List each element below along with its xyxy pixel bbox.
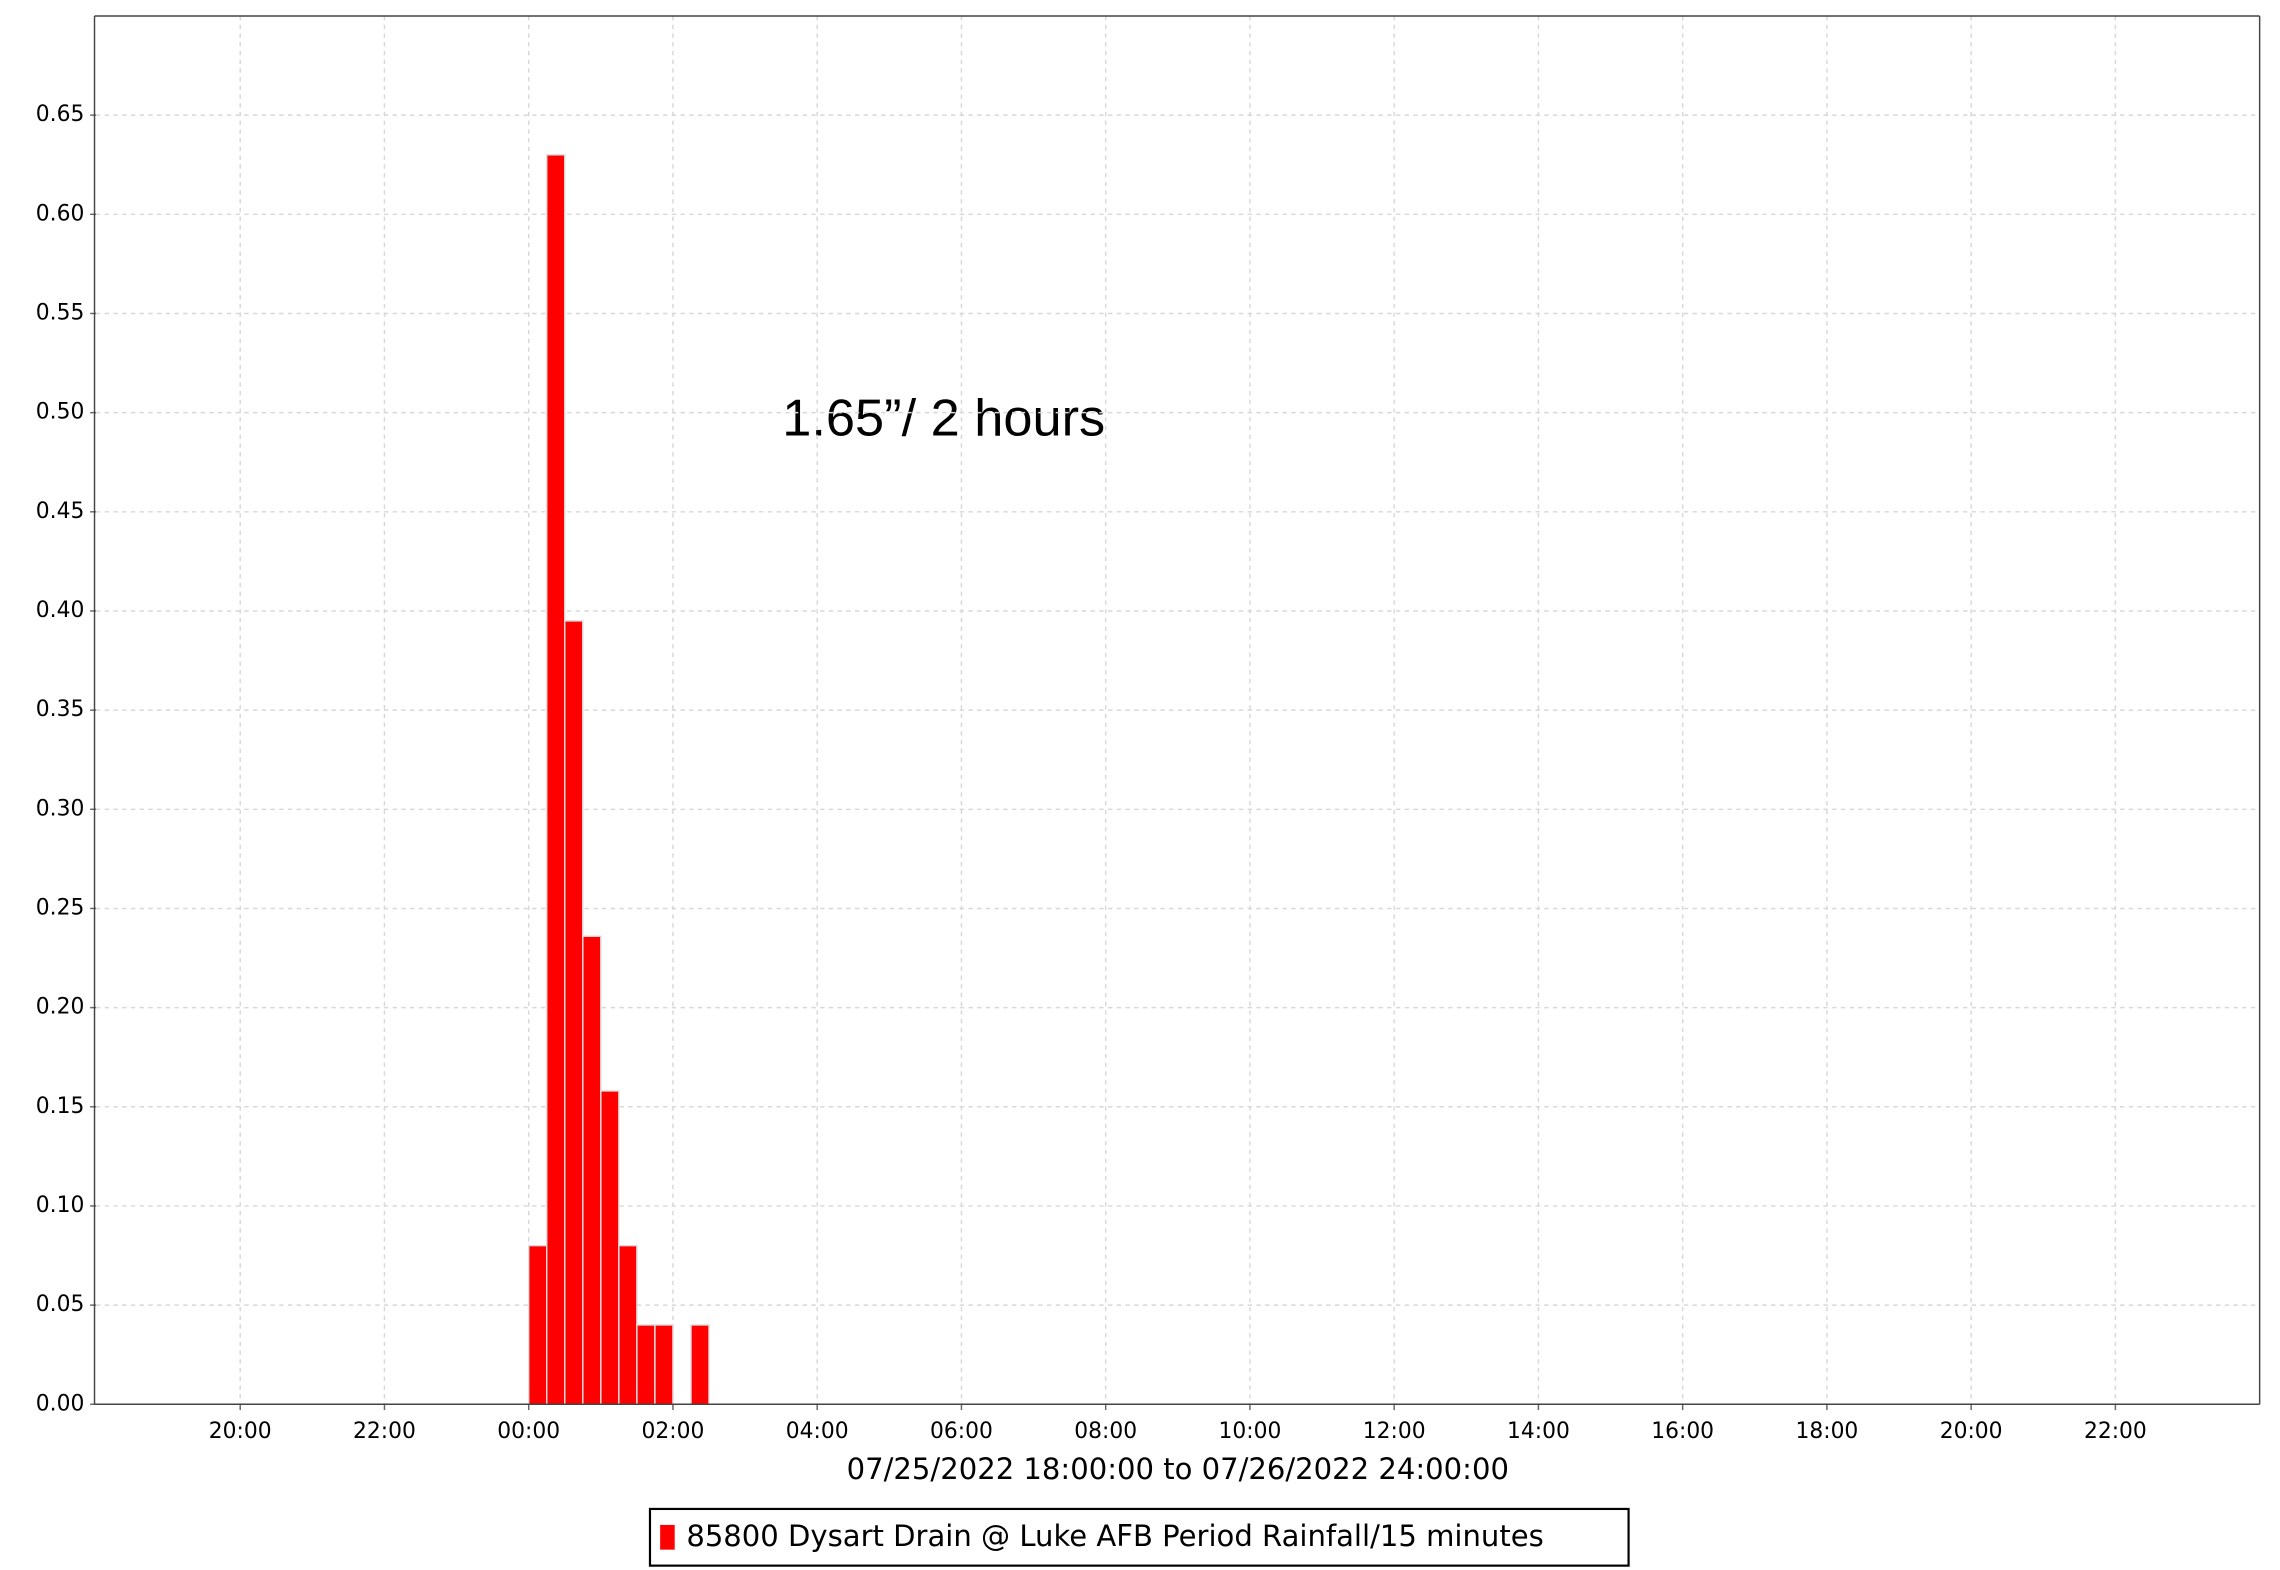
x-tick-label: 08:00: [1074, 1419, 1137, 1444]
x-tick-label: 00:00: [497, 1419, 560, 1444]
y-tick-label: 0.15: [36, 1094, 85, 1119]
x-tick-label: 12:00: [1363, 1419, 1426, 1444]
x-tick-label: 22:00: [353, 1419, 416, 1444]
x-tick-label: 14:00: [1507, 1419, 1570, 1444]
bar: [636, 1324, 656, 1406]
legend-swatch: [660, 1524, 675, 1550]
x-tick-label: 20:00: [209, 1419, 272, 1444]
y-tick-label: 0.65: [36, 102, 85, 127]
x-tick-label: 18:00: [1795, 1419, 1858, 1444]
bar: [546, 154, 566, 1406]
bar: [618, 1244, 638, 1406]
x-tick-label: 06:00: [930, 1419, 993, 1444]
x-tick-label: 10:00: [1219, 1419, 1282, 1444]
x-tick-label: 22:00: [2084, 1419, 2147, 1444]
y-tick-label: 0.45: [36, 499, 85, 524]
y-tick-label: 0.20: [36, 995, 85, 1020]
y-tick-label: 0.25: [36, 895, 85, 920]
y-tick-label: 0.10: [36, 1193, 85, 1218]
bar: [654, 1324, 674, 1406]
bar: [527, 1244, 548, 1406]
x-tick-label: 20:00: [1940, 1419, 2003, 1444]
bar: [564, 620, 584, 1406]
y-tick-label: 0.35: [36, 697, 85, 722]
legend-box: [648, 1507, 1630, 1567]
bar: [600, 1090, 620, 1406]
bar: [690, 1324, 710, 1406]
y-tick-label: 0.00: [36, 1391, 85, 1416]
x-axis-title: 07/25/2022 18:00:00 to 07/26/2022 24:00:…: [847, 1452, 1509, 1486]
y-tick-label: 0.40: [36, 598, 85, 623]
x-tick-label: 16:00: [1651, 1419, 1714, 1444]
bar: [582, 935, 602, 1406]
legend-label: 85800 Dysart Drain @ Luke AFB Period Rai…: [686, 1519, 1543, 1553]
x-tick-label: 02:00: [642, 1419, 705, 1444]
x-tick-label: 04:00: [786, 1419, 849, 1444]
y-tick-label: 0.30: [36, 796, 85, 821]
y-tick-label: 0.55: [36, 300, 85, 325]
y-tick-label: 0.50: [36, 400, 85, 425]
y-tick-label: 0.60: [36, 201, 85, 226]
annotation: 1.65”/ 2 hours: [782, 389, 1105, 447]
y-tick-label: 0.05: [36, 1292, 85, 1317]
